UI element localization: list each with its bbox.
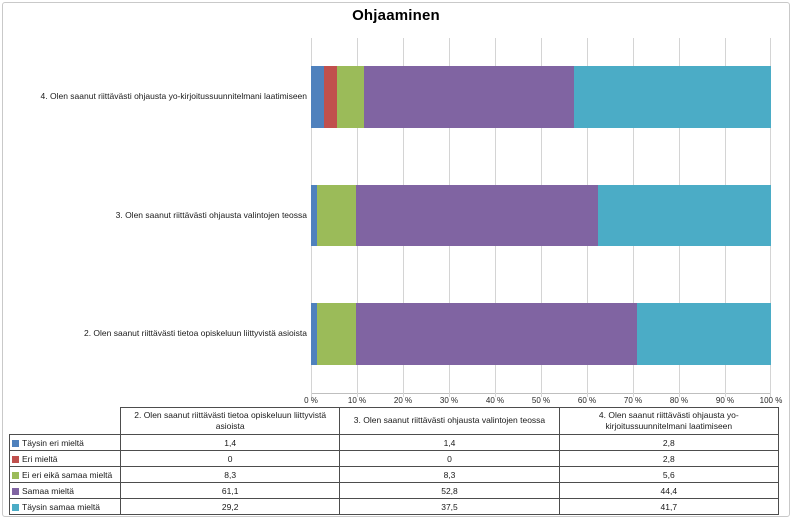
legend-swatch-icon [12,455,19,463]
legend-label: Täysin eri mieltä [22,437,84,448]
x-axis-tick-label: 10 % [347,396,367,405]
legend-label: Samaa mieltä [22,485,74,496]
chart-title: Ohjaaminen [352,7,440,24]
category-label: 3. Olen saanut riittävästi ohjausta vali… [115,209,307,220]
bar-segment [355,184,599,247]
table-value-cell: 37,5 [339,498,560,515]
bar-segment [317,303,356,365]
stacked-bar [311,303,771,365]
table-row: Täysin eri mieltä 1,4 1,4 2,8 [9,434,780,451]
x-axis-tick-label: 50 % [531,396,551,405]
table-column-header: 3. Olen saanut riittävästi ohjausta vali… [339,407,560,435]
legend-label-cell: Täysin eri mieltä [9,434,121,451]
category-label: 4. Olen saanut riittävästi ohjausta yo-k… [40,91,307,102]
category-band [311,275,771,393]
table-value-cell: 0 [119,450,341,467]
bar-segment [324,66,338,128]
table-value-cell: 2,8 [558,450,780,467]
legend-label: Ei eri eikä samaa mieltä [22,469,113,480]
table-value-cell: 2,8 [558,434,780,451]
table-row: Ei eri eikä samaa mieltä 8,3 8,3 5,6 [9,466,780,483]
legend-label-cell: Samaa mieltä [9,482,121,499]
category-band [311,38,771,156]
bar-segment [311,66,325,128]
table-column-header: 4. Olen saanut riittävästi ohjausta yo-k… [558,407,780,435]
x-axis-tick-label: 40 % [485,396,505,405]
x-axis-tick-label: 30 % [439,396,459,405]
bar-segment [337,66,364,128]
x-axis-tick-label: 80 % [669,396,689,405]
table-value-cell: 1,4 [119,434,341,451]
table-value-cell: 1,4 [339,434,560,451]
plot-area [311,38,771,397]
bar-segment [311,184,318,247]
table-row: Samaa mieltä 61,1 52,8 44,4 [9,482,780,499]
table-value-cell: 8,3 [119,466,341,483]
stacked-bar [311,184,771,247]
table-corner-cell [10,408,121,435]
table-value-cell: 5,6 [558,466,780,483]
table-row: Eri mieltä 0 0 2,8 [9,450,780,467]
bar-segment [317,184,356,247]
bar-segment [598,184,771,247]
x-axis-tick-label: 70 % [623,396,643,405]
table-value-cell: 52,8 [339,482,560,499]
category-band [311,156,771,274]
data-table-body: Täysin eri mieltä 1,4 1,4 2,8 Eri mieltä 0 0 2,… [9,434,780,515]
legend-swatch-icon [12,503,19,511]
x-axis-tick-label: 100 % [759,396,783,405]
x-axis-tick-label: 20 % [393,396,413,405]
legend-swatch-icon [12,471,19,479]
data-table: 2. Olen saanut riittävästi tietoa opiske… [9,407,780,515]
table-column-header: 2. Olen saanut riittävästi tietoa opiske… [119,407,341,435]
legend-swatch-icon [12,439,19,447]
legend-label: Eri mieltä [22,453,58,464]
legend-label-cell: Eri mieltä [9,450,121,467]
bar-segment [363,66,574,128]
category-label: 2. Olen saanut riittävästi tietoa opiske… [83,327,307,338]
table-value-cell: 41,7 [558,498,780,515]
x-axis-tick-label: 0 % [304,396,318,405]
x-axis-tick-label: 90 % [715,396,735,405]
data-table-header: 2. Olen saanut riittävästi tietoa opiske… [10,407,780,435]
bars-layer [311,38,771,393]
legend-label-cell: Ei eri eikä samaa mieltä [9,466,121,483]
table-value-cell: 29,2 [119,498,341,515]
table-value-cell: 61,1 [119,482,341,499]
legend-label: Täysin samaa mieltä [22,501,100,512]
bar-segment [355,303,637,365]
bar-segment [636,303,771,365]
legend-swatch-icon [12,487,19,495]
table-value-cell: 44,4 [558,482,780,499]
table-row: Täysin samaa mieltä 29,2 37,5 41,7 [9,498,780,515]
table-value-cell: 0 [339,450,560,467]
table-value-cell: 8,3 [339,466,560,483]
bar-segment [311,303,318,365]
legend-label-cell: Täysin samaa mieltä [9,498,121,515]
bar-segment [573,66,771,128]
x-axis-tick-label: 60 % [577,396,597,405]
stacked-bar [311,66,771,128]
